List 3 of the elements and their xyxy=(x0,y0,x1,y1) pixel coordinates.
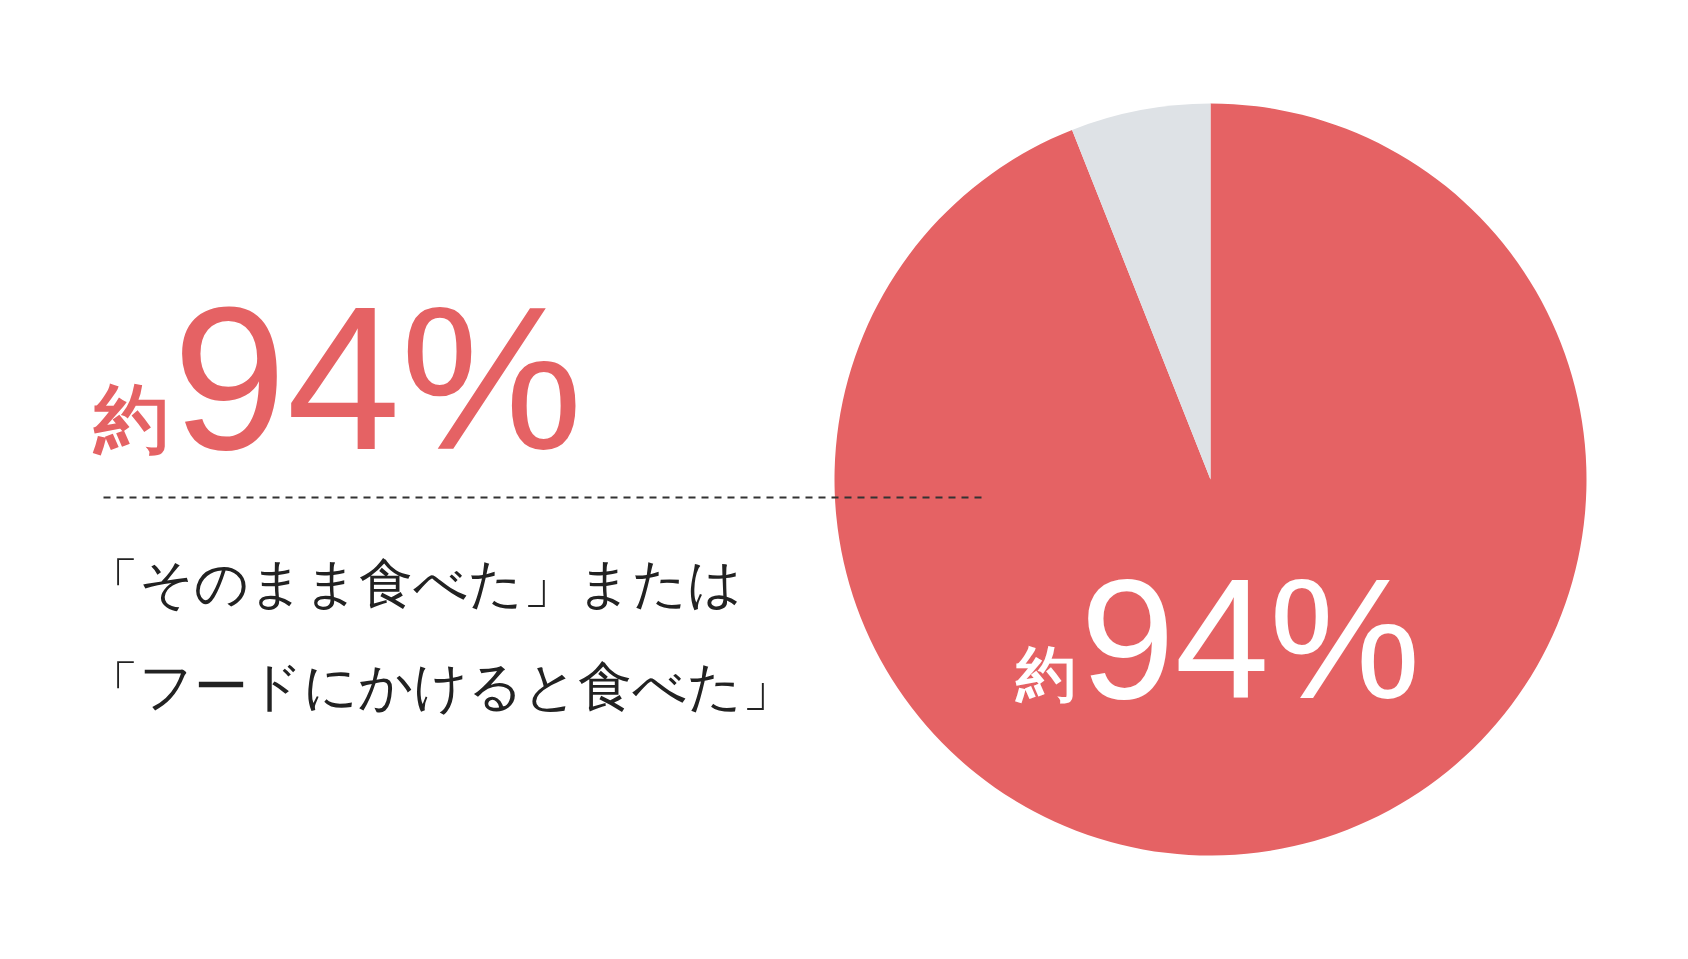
data-label: 約94% xyxy=(1015,544,1421,735)
slice-label: 「そのまま食べた」または「フードにかけると食べた」 xyxy=(84,552,796,716)
text: 約94% xyxy=(91,262,583,492)
